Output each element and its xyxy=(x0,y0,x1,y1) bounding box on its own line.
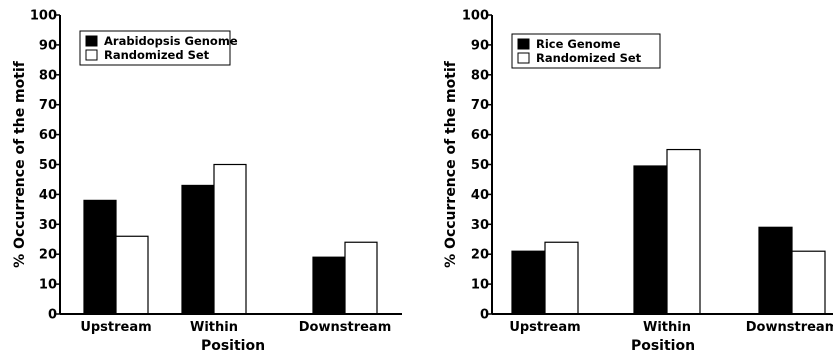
bar-randomized-upstream xyxy=(544,241,579,315)
y-tick-label: 50 xyxy=(471,158,489,173)
legend-swatch-genome xyxy=(85,35,98,47)
y-tick-label: 90 xyxy=(39,38,57,53)
y-tick-label: 30 xyxy=(39,218,57,233)
y-axis-label: % Occurrence of the motif xyxy=(443,60,459,268)
y-tick-label: 80 xyxy=(39,68,57,83)
y-tick-label: 0 xyxy=(48,308,57,323)
bar-genome-within xyxy=(633,165,668,315)
legend-box xyxy=(511,33,661,69)
legend-swatch-randomized xyxy=(85,49,98,61)
y-tick-label: 60 xyxy=(471,128,489,143)
y-tick-label: 80 xyxy=(471,68,489,83)
x-axis-label: Position xyxy=(201,338,265,354)
y-tick-label: 60 xyxy=(39,128,57,143)
y-tick-label: 40 xyxy=(471,188,489,203)
x-tick-label: Downstream xyxy=(299,320,392,335)
legend-label-genome: Arabidopsis Genome xyxy=(104,34,238,48)
bar-genome-downstream xyxy=(312,256,346,315)
bar-genome-downstream xyxy=(758,226,793,315)
legend-box xyxy=(79,30,231,66)
y-tick-label: 100 xyxy=(30,9,57,24)
bar-randomized-within xyxy=(213,163,247,315)
bar-genome-within xyxy=(181,184,215,315)
x-tick-label: Within xyxy=(190,320,238,335)
x-tick-label: Within xyxy=(643,320,691,335)
y-tick-label: 70 xyxy=(471,98,489,113)
legend-swatch-randomized xyxy=(517,52,530,64)
bar-randomized-downstream xyxy=(791,250,826,315)
bar-randomized-within xyxy=(666,148,701,315)
y-tick-label: 100 xyxy=(462,9,489,24)
y-tick-label: 90 xyxy=(471,38,489,53)
bar-genome-upstream xyxy=(511,250,546,315)
y-tick-label: 20 xyxy=(471,248,489,263)
x-tick-label: Upstream xyxy=(80,320,151,335)
x-tick-label: Upstream xyxy=(509,320,580,335)
bar-randomized-upstream xyxy=(115,235,149,315)
y-tick-label: 10 xyxy=(471,278,489,293)
chart-rice: 0 10 20 30 40 50 60 70 80 90 100 Upstream Within Down… xyxy=(443,9,833,354)
y-tick-label: 50 xyxy=(39,158,57,173)
y-tick-label: 30 xyxy=(471,218,489,233)
chart-arabidopsis: 0 10 20 30 40 50 60 70 80 90 100 Upstream Within Down… xyxy=(12,9,402,354)
y-tick-label: 20 xyxy=(39,248,57,263)
bar-randomized-downstream xyxy=(344,241,378,315)
y-tick-label: 70 xyxy=(39,98,57,113)
y-tick-label: 0 xyxy=(480,308,489,323)
legend-label-randomized: Randomized Set xyxy=(536,51,642,65)
legend-label-genome: Rice Genome xyxy=(536,37,621,51)
legend-label-randomized: Randomized Set xyxy=(104,48,210,62)
x-tick-label: Downstream xyxy=(746,320,833,335)
y-tick-label: 40 xyxy=(39,188,57,203)
legend-swatch-genome xyxy=(517,38,530,50)
x-axis-label: Position xyxy=(631,338,695,354)
bar-genome-upstream xyxy=(83,199,117,315)
y-axis-label: % Occurrence of the motif xyxy=(12,60,28,268)
y-tick-label: 10 xyxy=(39,278,57,293)
